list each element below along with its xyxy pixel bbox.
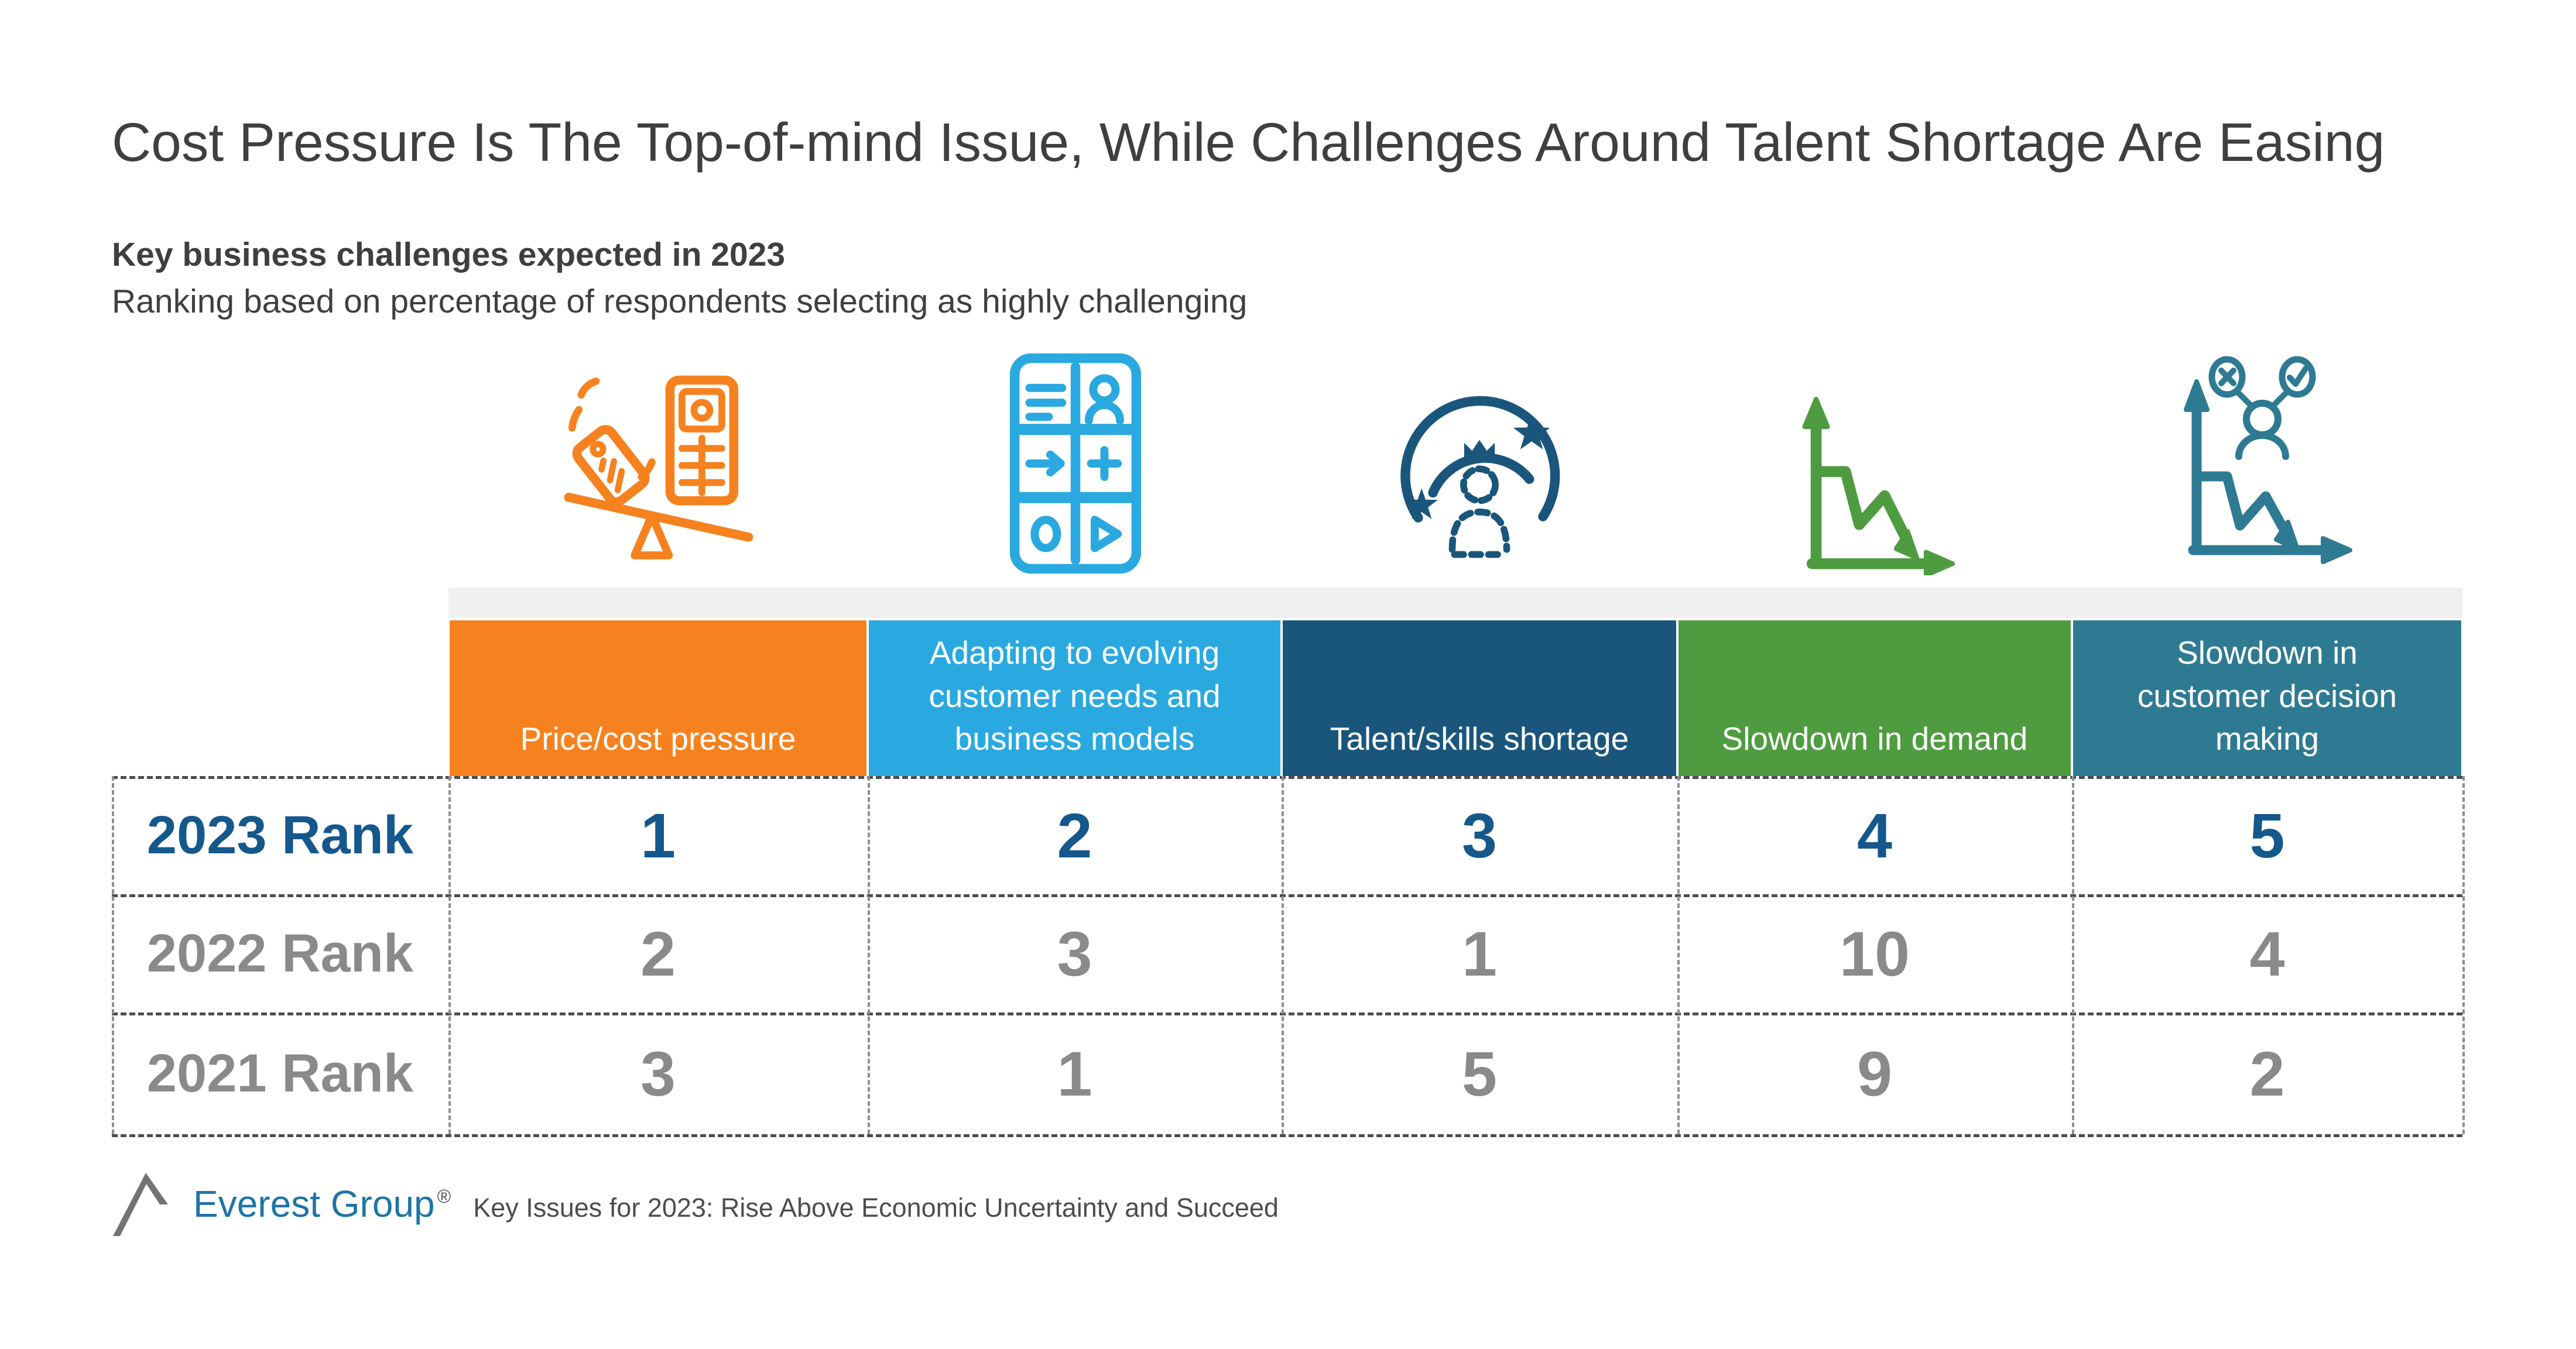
customer-needs-board-icon — [1009, 352, 1142, 575]
registered-mark: ® — [437, 1186, 451, 1207]
source-note: Key Issues for 2023: Rise Above Economic… — [473, 1193, 1279, 1223]
header-top-strip — [448, 588, 2462, 618]
page-title: Cost Pressure Is The Top-of-mind Issue, … — [112, 112, 2385, 173]
chart-heading: Key business challenges expected in 2023 — [112, 236, 786, 273]
column-header-talent-shortage: Talent/skills shortage — [1283, 620, 1676, 776]
grid-line-horizontal — [112, 894, 2462, 897]
grid-line-vertical — [868, 776, 870, 1134]
column-header-customer-needs: Adapting to evolving customer needs and … — [869, 620, 1280, 776]
brand-name: Everest Group — [193, 1183, 435, 1225]
rank-value-2021-talent: 5 — [1461, 1038, 1498, 1109]
rank-value-2021-decision: 2 — [2249, 1038, 2285, 1109]
column-header-demand-slowdown: Slowdown in demand — [1678, 620, 2071, 776]
grid-line-horizontal — [112, 776, 2462, 779]
rank-value-2023-demand: 4 — [1856, 799, 1893, 871]
rank-value-2023-decision: 5 — [2249, 799, 2285, 871]
grid-line-vertical — [2462, 776, 2465, 1134]
column-header-price-cost: Price/cost pressure — [450, 620, 866, 776]
grid-line-horizontal — [112, 1134, 2462, 1137]
column-header-label: Slowdown in customer decision making — [2137, 634, 2397, 757]
grid-line-vertical — [2072, 776, 2074, 1134]
row-label-2022-rank: 2022 Rank — [146, 923, 414, 983]
row-label-2023-rank: 2023 Rank — [146, 805, 414, 865]
chart-subheading: Ranking based on percentage of responden… — [112, 283, 1248, 320]
grid-line-horizontal — [112, 1012, 2462, 1015]
column-header-decision-making: Slowdown in customer decision making — [2073, 620, 2461, 776]
footer: Everest Group ® Key Issues for 2023: Rise… — [193, 1182, 1279, 1226]
rank-value-2023-customer-needs: 2 — [1057, 799, 1092, 871]
talent-stars-person-icon — [1389, 382, 1570, 563]
grid-line-vertical — [112, 776, 114, 1134]
rank-value-2022-demand: 10 — [1839, 918, 1910, 989]
rank-value-2021-price-cost: 3 — [640, 1038, 676, 1109]
column-header-label: Talent/skills shortage — [1330, 720, 1629, 757]
rank-value-2022-customer-needs: 3 — [1057, 918, 1092, 989]
rank-value-2022-price-cost: 2 — [640, 918, 676, 989]
column-header-label: Slowdown in demand — [1721, 720, 2028, 757]
rank-value-2023-talent: 3 — [1461, 799, 1498, 871]
grid-line-vertical — [1282, 776, 1284, 1134]
column-header-label: Price/cost pressure — [520, 720, 796, 757]
rank-value-2022-talent: 1 — [1461, 918, 1498, 989]
rank-value-2022-decision: 4 — [2249, 918, 2285, 989]
row-label-2021-rank: 2021 Rank — [146, 1043, 414, 1103]
column-header-label: Adapting to evolving customer needs and … — [929, 634, 1221, 757]
rank-value-2021-customer-needs: 1 — [1057, 1038, 1092, 1109]
grid-line-vertical — [448, 776, 451, 1134]
rank-value-2021-demand: 9 — [1856, 1038, 1893, 1109]
everest-group-logo-icon — [112, 1168, 189, 1238]
decision-making-chart-icon — [2161, 351, 2361, 574]
price-cost-balance-icon — [556, 364, 761, 560]
declining-demand-chart-icon — [1784, 391, 1957, 575]
rank-value-2023-price-cost: 1 — [640, 799, 676, 871]
grid-line-vertical — [1677, 776, 1680, 1134]
